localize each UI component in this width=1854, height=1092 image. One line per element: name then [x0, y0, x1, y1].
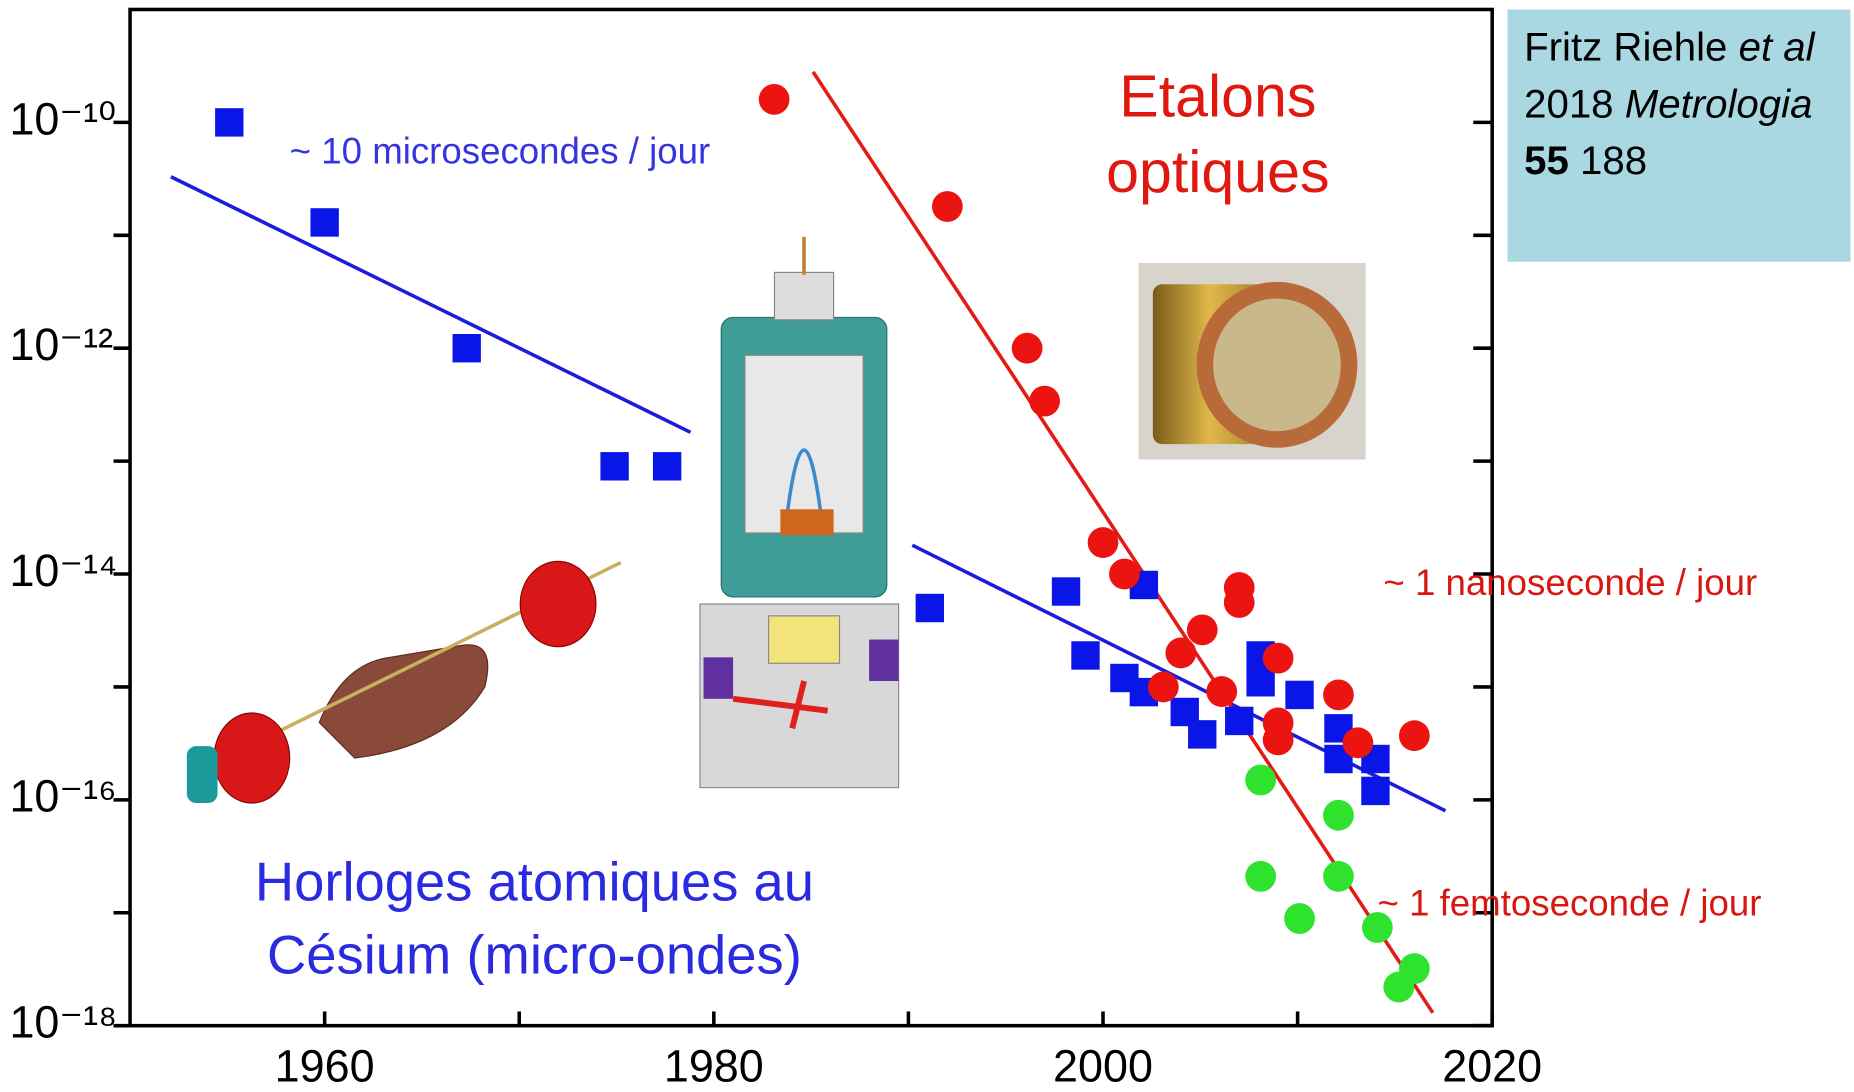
- clock-chamber: [745, 355, 863, 533]
- annotation: optiques: [1106, 138, 1329, 205]
- circle-point: [1109, 559, 1140, 590]
- circle-point: [1323, 800, 1354, 831]
- y-tick-label: 10⁻¹⁸: [9, 997, 117, 1048]
- square-point: [916, 594, 944, 622]
- circle-point: [759, 84, 790, 115]
- circle-point: [1245, 765, 1276, 796]
- citation: Fritz Riehle et al 2018 Metrologia 55 18…: [1508, 9, 1851, 261]
- circle-point: [1263, 724, 1294, 755]
- circle-point: [1323, 680, 1354, 711]
- y-tick-label: 10⁻¹⁴: [9, 545, 117, 596]
- clock-core: [780, 509, 833, 535]
- x-tick-label: 1980: [664, 1040, 764, 1091]
- square-point: [1285, 681, 1313, 709]
- circle-point: [1383, 972, 1414, 1003]
- cesium-oven: [187, 746, 218, 803]
- clock-port-left: [704, 657, 734, 698]
- citation-text: Fritz Riehle et al 2018 Metrologia 55 18…: [1508, 9, 1851, 199]
- y-tick-label: 10⁻¹⁰: [9, 93, 116, 144]
- square-point: [1052, 577, 1080, 605]
- annotation: Etalons: [1119, 62, 1316, 129]
- circle-point: [1323, 861, 1354, 892]
- circle-point: [1263, 643, 1294, 674]
- square-point: [1188, 720, 1216, 748]
- clock-optics: [769, 616, 840, 663]
- photo-window: [1213, 298, 1341, 431]
- cesium-magnet-a: [214, 713, 290, 803]
- square-point: [215, 108, 243, 136]
- cesium-magnet-b: [520, 561, 596, 646]
- circle-point: [932, 191, 963, 222]
- square-point: [600, 452, 628, 480]
- circle-point: [1148, 672, 1179, 703]
- circle-point: [1224, 587, 1255, 618]
- x-tick-label: 1960: [275, 1040, 375, 1091]
- square-point: [1071, 641, 1099, 669]
- clock-top: [774, 272, 833, 319]
- square-point: [1246, 668, 1274, 696]
- circle-point: [1012, 333, 1043, 364]
- circle-point: [1165, 638, 1196, 669]
- author: Fritz Riehle: [1524, 25, 1727, 70]
- annotation: Césium (micro-ondes): [267, 925, 802, 986]
- circle-point: [1399, 720, 1430, 751]
- clock-port-right: [869, 640, 899, 681]
- trend-line: [171, 177, 691, 433]
- page: 188: [1580, 139, 1647, 184]
- journal: Metrologia: [1625, 82, 1813, 127]
- circle-point: [1088, 527, 1119, 558]
- circle-point: [1343, 727, 1374, 758]
- cesium-tube: [319, 645, 487, 758]
- circle-point: [1245, 861, 1276, 892]
- x-tick-label: 2020: [1442, 1040, 1542, 1091]
- x-tick-label: 2000: [1053, 1040, 1153, 1091]
- circle-point: [1187, 615, 1218, 646]
- annotation: Horloges atomiques au: [255, 851, 814, 912]
- et-al: et al: [1739, 25, 1815, 70]
- chart: Fritz Riehle et al 2018 Metrologia 55 18…: [0, 0, 1854, 1092]
- circle-point: [1284, 903, 1315, 934]
- y-tick-label: 10⁻¹⁶: [9, 771, 116, 822]
- y-tick-label: 10⁻¹²: [9, 319, 113, 370]
- square-point: [310, 208, 338, 236]
- square-point: [653, 452, 681, 480]
- circle-point: [1206, 676, 1237, 707]
- year: 2018: [1524, 82, 1613, 127]
- square-point: [1361, 777, 1389, 805]
- annotation: ~ 10 microsecondes / jour: [290, 131, 711, 172]
- annotation: ~ 1 nanoseconde / jour: [1383, 562, 1757, 603]
- circle-point: [1029, 386, 1060, 417]
- volume: 55: [1524, 139, 1569, 184]
- square-point: [453, 334, 481, 362]
- annotation: ~ 1 femtoseconde / jour: [1377, 883, 1761, 924]
- square-point: [1225, 707, 1253, 735]
